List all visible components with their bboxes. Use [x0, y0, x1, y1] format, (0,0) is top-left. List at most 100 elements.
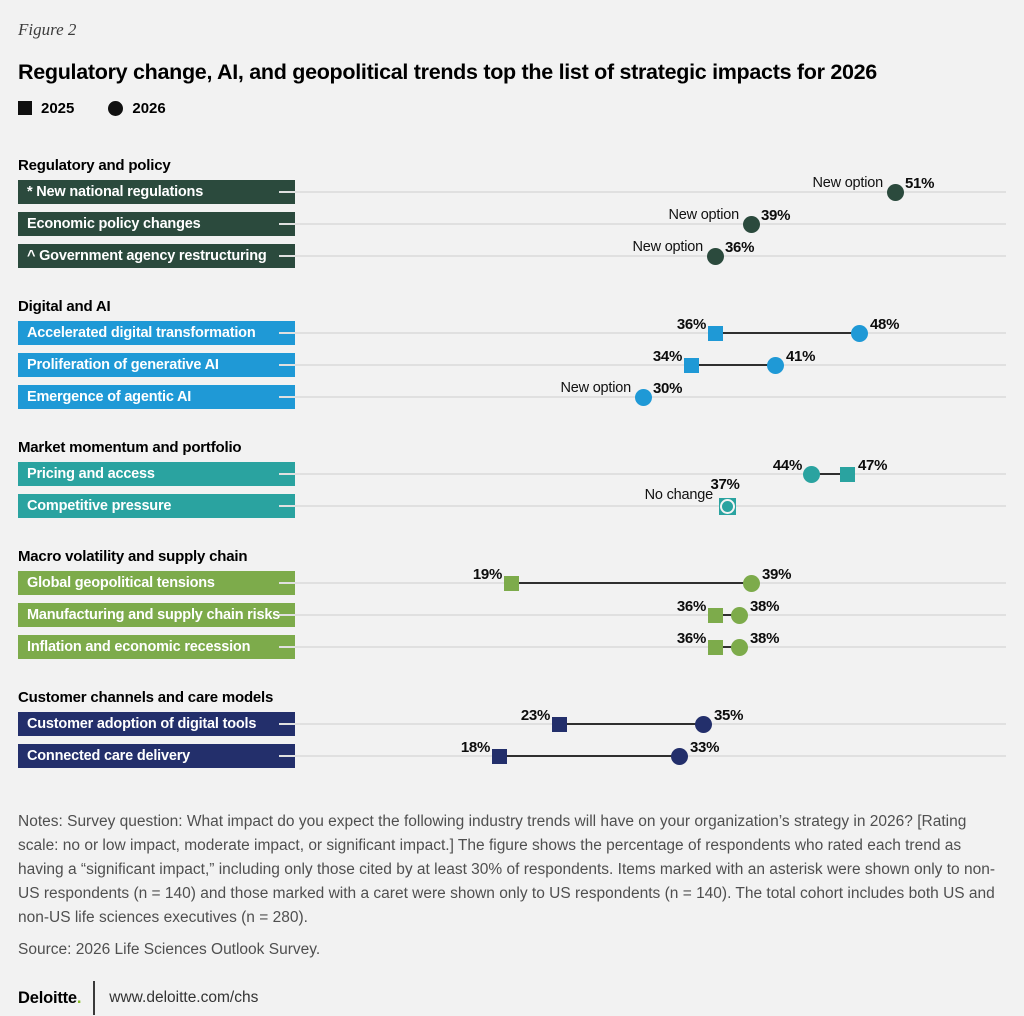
marker-2026-circle	[742, 574, 760, 592]
marker-2026-circle	[730, 638, 748, 656]
chart: Regulatory and policy * New national regu…	[18, 157, 1006, 768]
marker-2025-square	[491, 748, 507, 764]
marker-2026-circle	[730, 606, 748, 624]
marker-2025-square	[503, 575, 519, 591]
connector-line	[715, 331, 859, 334]
category-label-bar: Manufacturing and supply chain risks	[18, 603, 295, 627]
group-header: Macro volatility and supply chain	[18, 548, 248, 565]
footer-divider	[93, 981, 96, 1015]
connector-line	[811, 472, 847, 475]
connector-line	[511, 581, 751, 584]
category-group: Customer channels and care models Custome…	[18, 689, 1006, 768]
marker-2026-circle	[850, 324, 868, 342]
marker-2025-square	[707, 639, 723, 655]
chart-row: Economic policy changes New option 39%	[18, 207, 1006, 236]
category-group: Market momentum and portfolio Pricing and…	[18, 439, 1006, 518]
category-label-bar: Pricing and access	[18, 462, 295, 486]
marker-2026-circle	[886, 183, 904, 201]
marker-2026-circle	[694, 715, 712, 733]
footer-url: www.deloitte.com/chs	[109, 989, 259, 1006]
chart-title: Regulatory change, AI, and geopolitical …	[18, 60, 877, 84]
value-label-2025: 34%	[652, 348, 682, 365]
value-label-2026: 38%	[750, 630, 780, 647]
value-label-2025: 36%	[676, 598, 706, 615]
chart-row: Pricing and access 44% 47%	[18, 457, 1006, 486]
value-label-2025: 19%	[472, 566, 502, 583]
legend-2026-circle-icon	[108, 100, 124, 116]
marker-no-change	[718, 497, 736, 515]
marker-2026-circle	[742, 215, 760, 233]
group-header: Regulatory and policy	[18, 157, 171, 174]
marker-2026-circle	[670, 747, 688, 765]
chart-row: Accelerated digital transformation 36% 48%	[18, 316, 1006, 345]
value-label-2026: 41%	[786, 348, 816, 365]
chart-row: Customer adoption of digital tools 23% 35%	[18, 707, 1006, 736]
category-label-bar: ^ Government agency restructuring	[18, 244, 295, 268]
chart-row: Global geopolitical tensions 19% 39%	[18, 566, 1006, 595]
row-track-line	[279, 646, 1006, 648]
new-option-label: New option	[668, 207, 739, 223]
marker-2026-circle	[706, 247, 724, 265]
value-label: 37%	[710, 476, 740, 493]
category-label-bar: Proliferation of generative AI	[18, 353, 295, 377]
legend-2025-label: 2025	[41, 99, 75, 117]
category-label-bar: Economic policy changes	[18, 212, 295, 236]
row-track-line	[279, 255, 1006, 257]
no-change-label: No change	[644, 487, 714, 503]
group-header: Customer channels and care models	[18, 689, 274, 706]
value-label-2025: 18%	[460, 739, 490, 756]
legend: 2025 2026	[18, 99, 1006, 117]
value-label-2026: 38%	[750, 598, 780, 615]
category-label-bar: Accelerated digital transformation	[18, 321, 295, 345]
category-group: Regulatory and policy * New national regu…	[18, 157, 1006, 268]
value-label-2026: 33%	[690, 739, 720, 756]
chart-row: Proliferation of generative AI 34% 41%	[18, 348, 1006, 377]
notes-text: Notes: Survey question: What impact do y…	[18, 813, 995, 926]
category-label-bar: Inflation and economic recession	[18, 635, 295, 659]
connector-line	[559, 722, 703, 725]
value-label-2026: 48%	[870, 316, 900, 333]
category-label-bar: Emergence of agentic AI	[18, 385, 295, 409]
chart-row: Connected care delivery 18% 33%	[18, 739, 1006, 768]
chart-row: Inflation and economic recession 36% 38%	[18, 630, 1006, 659]
footer: Deloitte. www.deloitte.com/chs	[18, 980, 1006, 1016]
value-label-2026: 39%	[762, 566, 792, 583]
chart-row: Competitive pressure 37% No change	[18, 476, 1006, 518]
value-label-2025: 36%	[676, 630, 706, 647]
marker-2025-square	[551, 716, 567, 732]
marker-2025-square	[683, 357, 699, 373]
value-label-2026: 44%	[772, 457, 802, 474]
chart-row: ^ Government agency restructuring New opt…	[18, 239, 1006, 268]
category-label-bar: Connected care delivery	[18, 744, 295, 768]
connector-line	[691, 363, 775, 366]
category-label-bar: Global geopolitical tensions	[18, 571, 295, 595]
connector-line	[715, 645, 739, 648]
new-option-label: New option	[560, 380, 631, 396]
marker-2025-square	[707, 325, 723, 341]
value-label-2025: 36%	[676, 316, 706, 333]
row-track-line	[279, 505, 1006, 507]
value-label-2025: 23%	[520, 707, 550, 724]
category-label-bar: * New national regulations	[18, 180, 295, 204]
group-header: Market momentum and portfolio	[18, 439, 242, 456]
marker-2025-square	[839, 466, 855, 482]
source-text: Source: 2026 Life Sciences Outlook Surve…	[18, 941, 321, 958]
new-option-label: New option	[812, 175, 883, 191]
connector-line	[499, 754, 679, 757]
row-track-line	[279, 364, 1006, 366]
figure-number: Figure 2	[18, 20, 77, 39]
category-label-bar: Customer adoption of digital tools	[18, 712, 295, 736]
value-label-2026: 39%	[761, 207, 791, 224]
row-track-line	[279, 473, 1006, 475]
legend-item-2026: 2026	[108, 99, 166, 117]
marker-2026-circle	[766, 356, 784, 374]
value-label-2026: 35%	[714, 707, 744, 724]
deloitte-logo-text: Deloitte	[18, 988, 77, 1007]
category-group: Macro volatility and supply chain Global …	[18, 548, 1006, 659]
no-change-ring-icon	[719, 498, 735, 514]
legend-2025-square-icon	[18, 101, 32, 115]
legend-2026-label: 2026	[132, 99, 166, 117]
connector-line	[715, 613, 739, 616]
value-label-2026: 30%	[653, 380, 683, 397]
